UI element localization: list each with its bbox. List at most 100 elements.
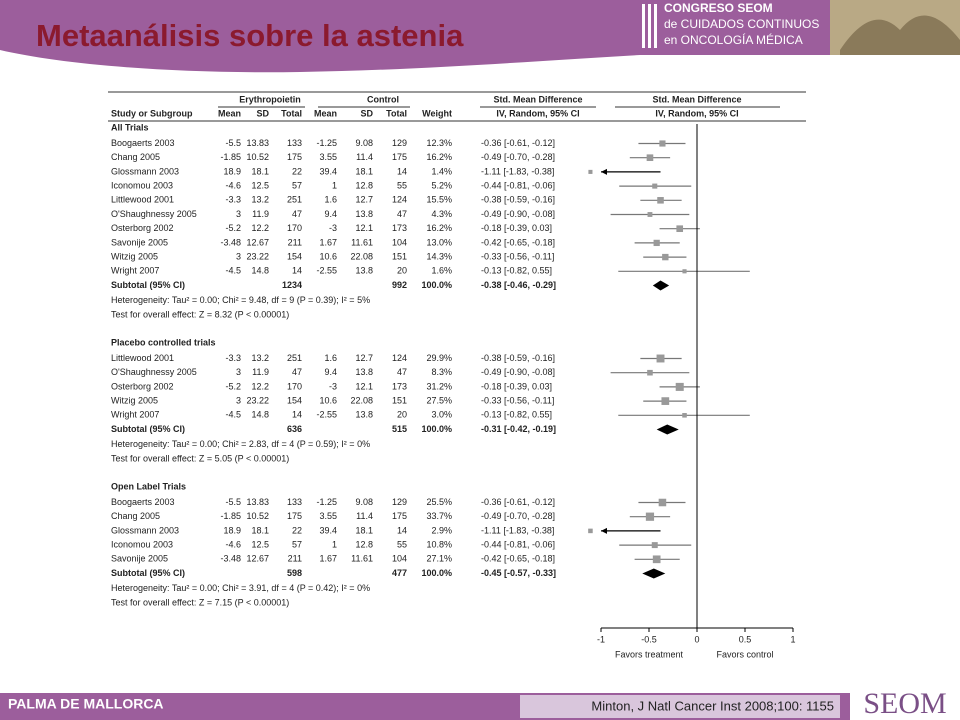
column-header: Mean [314,108,337,118]
cell: 133 [287,138,302,148]
logo-bar [642,4,645,48]
cell: 18.1 [251,166,269,176]
cell: 154 [287,251,302,261]
column-header: SD [256,108,269,118]
cell: 18.9 [223,166,241,176]
cell: 13.83 [246,138,269,148]
weight: 12.3% [426,138,452,148]
cell: 57 [292,180,302,190]
weight: 15.5% [426,195,452,205]
cell: 47 [397,367,407,377]
cell: -1.25 [316,138,337,148]
study-name: Savonije 2005 [111,237,168,247]
cell: 12.1 [355,381,373,391]
cell: 129 [392,138,407,148]
cell: 14.8 [251,410,269,420]
cell: 22.08 [350,251,373,261]
cell: -5.2 [225,381,241,391]
heterogeneity: Heterogeneity: Tau² = 0.00; Chi² = 9.48,… [111,295,370,305]
study-name: O'Shaughnessy 2005 [111,209,197,219]
cell: 10.52 [246,152,269,162]
cell: 9.08 [355,497,373,507]
ci-label: -0.36 [-0.61, -0.12] [481,497,555,507]
weight-box [661,397,670,405]
cell: 3 [236,251,241,261]
cell: 175 [287,511,302,521]
cell: -1.85 [220,152,241,162]
citation: Minton, J Natl Cancer Inst 2008;100: 115… [591,698,834,713]
weight: 4.3% [431,209,452,219]
subtotal-weight: 100.0% [421,280,452,290]
cell: -2.55 [316,266,337,276]
subtotal-name: Subtotal (95% CI) [111,280,185,290]
ci-label: -0.33 [-0.56, -0.11] [481,251,554,261]
study-name: Boogaerts 2003 [111,497,175,507]
cell: 13.2 [251,353,269,363]
cell: 3 [236,395,241,405]
citation-box [520,695,840,718]
study-name: Iconomou 2003 [111,539,173,549]
cell: 175 [392,152,407,162]
cell: 47 [292,209,302,219]
x-tick-label: 1 [790,634,795,644]
cell: 39.4 [319,525,337,535]
cell: 23.22 [246,251,269,261]
cell: 18.1 [251,525,269,535]
slide-title: Metaanálisis sobre la astenia [36,18,464,53]
ci-label: -0.44 [-0.81, -0.06] [481,539,555,549]
subtotal-total: 515 [392,424,407,434]
cell: 14 [292,410,302,420]
cell: 12.5 [251,180,269,190]
weight: 16.2% [426,152,452,162]
ci-label: -0.42 [-0.65, -0.18] [481,237,555,247]
cell: 13.8 [355,209,373,219]
group-header: Std. Mean Difference [493,94,582,104]
column-header: Total [281,108,302,118]
weight-box [645,512,655,521]
column-header: SD [360,108,373,118]
weight-box [647,212,653,217]
x-tick-label: 0 [694,634,699,644]
cell: 13.8 [355,410,373,420]
cell: 1.67 [319,237,337,247]
weight-box [588,528,593,534]
weight: 29.9% [426,353,452,363]
cell: 14 [292,266,302,276]
cell: 211 [288,554,302,564]
cell: 3.55 [319,152,337,162]
logo-bar [654,4,657,48]
cell: 18.1 [355,525,373,535]
x-label: Favors treatment [615,649,684,659]
cell: 47 [292,367,302,377]
cell: 11.4 [356,152,373,162]
subtotal-total: 598 [287,568,302,578]
weight: 8.3% [431,367,452,377]
weight-box [659,140,666,147]
cell: 12.2 [251,381,269,391]
study-name: Littlewood 2001 [111,195,174,205]
x-tick-label: -1 [597,634,605,644]
ci-label: -0.49 [-0.90, -0.08] [481,209,555,219]
weight: 27.1% [426,554,452,564]
ci-label: -0.49 [-0.90, -0.08] [481,367,555,377]
subtotal-total: 477 [392,568,407,578]
cell: 3 [236,367,241,377]
study-name: Osterborg 2002 [111,223,174,233]
cell: 151 [392,395,407,405]
subtotal-ci: -0.45 [-0.57, -0.33] [481,568,556,578]
section-title: Placebo controlled trials [111,337,216,347]
cell: 22 [292,525,302,535]
cell: 170 [287,381,302,391]
ci-label: -0.18 [-0.39, 0.03] [481,381,552,391]
cell: -3.3 [225,195,241,205]
subtotal-weight: 100.0% [421,424,452,434]
cell: 133 [287,497,302,507]
study-name: O'Shaughnessy 2005 [111,367,197,377]
logo-text: en ONCOLOGÍA MÉDICA [664,32,803,47]
weight-box [647,369,653,376]
cell: 175 [287,152,302,162]
overall-effect: Test for overall effect: Z = 7.15 (P < 0… [111,597,289,607]
heterogeneity: Heterogeneity: Tau² = 0.00; Chi² = 2.83,… [111,439,370,449]
cell: 170 [287,223,302,233]
footer-location: PALMA DE MALLORCA [8,696,164,712]
